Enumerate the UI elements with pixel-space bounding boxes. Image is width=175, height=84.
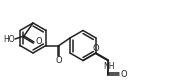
- Text: NH: NH: [104, 62, 115, 71]
- Text: O: O: [92, 44, 99, 53]
- Text: O: O: [35, 37, 42, 47]
- Text: HO: HO: [4, 35, 15, 44]
- Text: O: O: [56, 56, 62, 65]
- Text: O: O: [120, 70, 127, 79]
